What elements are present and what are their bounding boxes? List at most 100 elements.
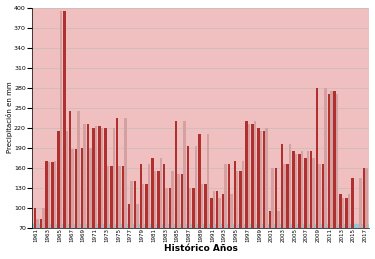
Bar	[360, 178, 362, 259]
Bar	[269, 211, 271, 259]
Bar	[151, 158, 154, 259]
Bar	[239, 171, 242, 259]
Bar	[222, 194, 224, 259]
Bar	[118, 166, 121, 259]
Bar	[204, 184, 207, 259]
Bar	[333, 91, 336, 259]
Bar	[183, 121, 186, 259]
Bar	[277, 211, 280, 259]
Bar	[140, 164, 142, 259]
Bar	[295, 154, 297, 259]
Bar	[95, 126, 98, 259]
Bar	[171, 171, 174, 259]
Bar	[110, 166, 112, 259]
Bar	[257, 128, 259, 259]
Bar	[54, 161, 56, 259]
Bar	[175, 121, 177, 259]
Bar	[48, 162, 50, 259]
Bar	[195, 146, 197, 259]
Bar	[72, 149, 74, 259]
Bar	[348, 194, 350, 259]
Bar	[324, 88, 327, 259]
Bar	[69, 111, 72, 259]
Bar	[34, 208, 36, 259]
Bar	[228, 164, 230, 259]
Bar	[165, 188, 168, 259]
Bar	[192, 188, 195, 259]
Bar	[57, 131, 60, 259]
Bar	[236, 171, 238, 259]
Bar	[275, 168, 277, 259]
Bar	[130, 181, 133, 259]
Bar	[298, 154, 301, 259]
Bar	[163, 164, 165, 259]
Bar	[89, 148, 92, 259]
Bar	[98, 126, 101, 259]
Bar	[169, 188, 171, 259]
Bar	[154, 171, 156, 259]
Bar	[186, 146, 189, 259]
Bar	[263, 131, 266, 259]
Bar	[101, 128, 103, 259]
Bar	[81, 148, 83, 259]
Bar	[104, 128, 107, 259]
Bar	[316, 88, 318, 259]
Bar	[339, 194, 342, 259]
Bar	[189, 188, 192, 259]
Bar	[213, 191, 215, 259]
Bar	[248, 124, 250, 259]
Bar	[216, 191, 218, 259]
Bar	[157, 171, 160, 259]
Bar	[245, 121, 248, 259]
Bar	[318, 164, 321, 259]
Bar	[177, 174, 180, 259]
Bar	[354, 228, 356, 259]
Bar	[112, 128, 115, 259]
Bar	[51, 162, 54, 259]
Bar	[280, 144, 283, 259]
Bar	[310, 151, 312, 259]
Bar	[271, 168, 274, 259]
Bar	[301, 151, 303, 259]
Bar	[330, 91, 333, 259]
Bar	[32, 224, 369, 228]
Bar	[283, 164, 285, 259]
Bar	[148, 164, 150, 259]
Bar	[107, 166, 109, 259]
Bar	[306, 151, 309, 259]
Bar	[234, 161, 236, 259]
Bar	[292, 151, 295, 259]
Bar	[42, 208, 45, 259]
Y-axis label: Precipitación en mm: Precipitación en mm	[6, 82, 12, 153]
Bar	[342, 198, 344, 259]
Bar	[218, 198, 221, 259]
Bar	[260, 131, 262, 259]
Bar	[134, 181, 136, 259]
Bar	[266, 128, 268, 259]
Bar	[336, 94, 338, 259]
Bar	[66, 131, 68, 259]
Bar	[136, 204, 139, 259]
Bar	[322, 164, 324, 259]
Bar	[230, 194, 232, 259]
Bar	[75, 149, 77, 259]
Bar	[286, 164, 289, 259]
Bar	[160, 158, 162, 259]
Bar	[87, 124, 89, 259]
Bar	[63, 11, 66, 259]
Bar	[289, 144, 291, 259]
Bar	[45, 161, 48, 259]
Bar	[93, 128, 95, 259]
Bar	[60, 11, 62, 259]
Bar	[128, 204, 130, 259]
Bar	[312, 158, 315, 259]
Bar	[201, 184, 203, 259]
Bar	[142, 184, 144, 259]
Bar	[363, 168, 365, 259]
Bar	[77, 111, 80, 259]
Bar	[304, 158, 306, 259]
Bar	[224, 164, 227, 259]
Bar	[210, 198, 213, 259]
Bar	[124, 118, 127, 259]
Bar	[146, 184, 148, 259]
